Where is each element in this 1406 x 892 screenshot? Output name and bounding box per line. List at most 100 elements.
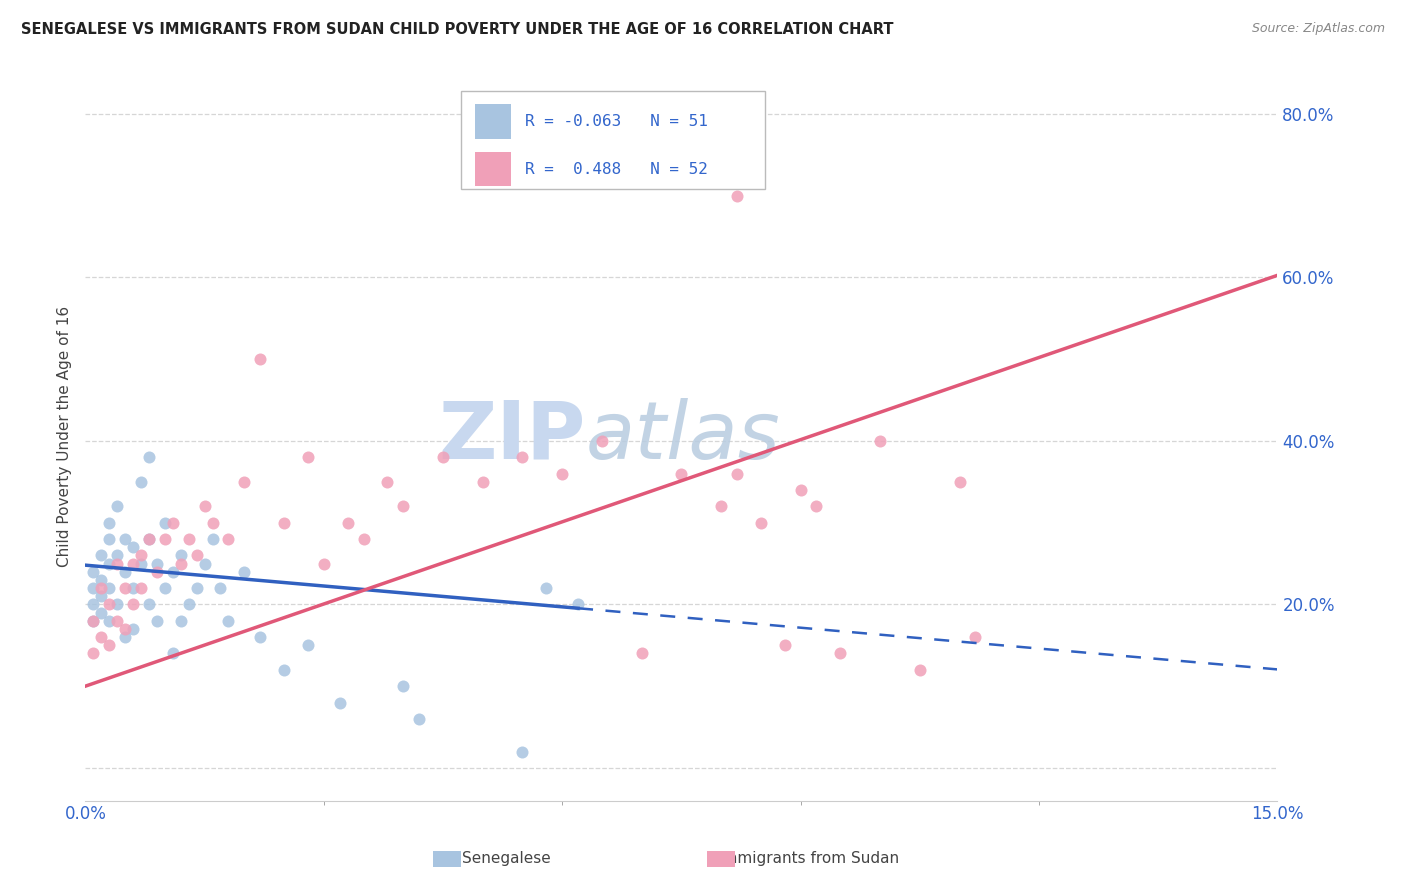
Point [806,500,828,514]
Point [162,565,184,579]
Point [177,598,200,612]
Point [209,581,232,595]
Point [82,614,104,628]
Point [98,638,121,652]
Point [392,500,415,514]
Point [114,581,136,595]
Point [122,581,145,595]
Point [82,565,104,579]
Point [138,532,160,546]
Point [217,532,239,546]
Point [377,475,399,489]
Point [153,516,176,530]
Point [138,450,160,465]
Point [90,573,112,587]
Point [122,557,145,571]
Point [233,565,256,579]
Point [122,540,145,554]
Point [194,500,217,514]
Point [353,532,375,546]
Point [129,581,152,595]
Point [90,549,112,563]
Point [329,696,352,710]
Point [146,614,169,628]
Point [114,532,136,546]
Text: SENEGALESE VS IMMIGRANTS FROM SUDAN CHILD POVERTY UNDER THE AGE OF 16 CORRELATIO: SENEGALESE VS IMMIGRANTS FROM SUDAN CHIL… [21,22,894,37]
Point [105,614,128,628]
Point [749,516,772,530]
Text: Source: ZipAtlas.com: Source: ZipAtlas.com [1251,22,1385,36]
Point [98,516,121,530]
Point [471,475,494,489]
Point [114,630,136,644]
Point [312,557,335,571]
Point [773,638,796,652]
Point [129,557,152,571]
Point [170,549,193,563]
Point [105,500,128,514]
Point [129,549,152,563]
Point [98,581,121,595]
Point [98,532,121,546]
Point [194,557,217,571]
Point [105,557,128,571]
Point [233,475,256,489]
Point [249,630,271,644]
Text: R = -0.063   N = 51: R = -0.063 N = 51 [526,114,709,129]
Point [98,614,121,628]
Point [567,598,589,612]
Point [82,647,104,661]
Y-axis label: Child Poverty Under the Age of 16: Child Poverty Under the Age of 16 [58,306,72,567]
Point [630,647,652,661]
Point [98,557,121,571]
Point [90,589,112,603]
Point [336,516,359,530]
Point [129,475,152,489]
Point [186,581,208,595]
Point [201,532,224,546]
Point [512,450,534,465]
Point [162,647,184,661]
Point [146,565,169,579]
Text: atlas: atlas [586,398,780,475]
Point [146,557,169,571]
Point [392,679,415,693]
Point [170,557,193,571]
Point [725,188,748,202]
Point [297,638,319,652]
FancyBboxPatch shape [461,91,765,189]
Point [408,712,430,726]
Point [830,647,852,661]
Point [249,352,271,367]
Point [138,598,160,612]
Point [90,581,112,595]
Point [105,598,128,612]
Point [82,581,104,595]
Point [512,745,534,759]
Point [725,467,748,481]
Point [114,622,136,636]
Point [186,549,208,563]
Point [432,450,454,465]
Point [217,614,239,628]
Point [908,663,931,677]
Point [122,598,145,612]
Text: Senegalese: Senegalese [461,851,551,865]
Point [710,500,733,514]
Text: ZIP: ZIP [439,398,586,475]
Point [551,467,574,481]
Point [201,516,224,530]
Point [671,467,693,481]
Point [98,598,121,612]
Point [153,532,176,546]
Text: R =  0.488   N = 52: R = 0.488 N = 52 [526,161,709,177]
Point [90,630,112,644]
Point [162,516,184,530]
Point [869,434,891,448]
Point [82,614,104,628]
Point [153,581,176,595]
Point [177,532,200,546]
Point [536,581,558,595]
Point [948,475,970,489]
Point [82,598,104,612]
